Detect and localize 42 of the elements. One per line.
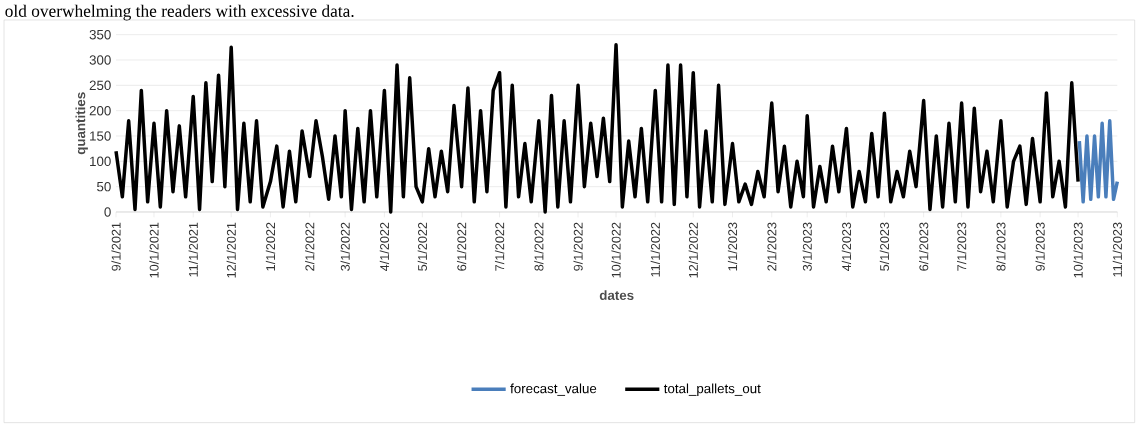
- y-axis-title: quantities: [75, 92, 88, 155]
- x-tick-label: 10/1/2023: [1073, 222, 1083, 278]
- x-tick-label: 5/1/2022: [417, 222, 428, 271]
- y-tick-label: 100: [90, 156, 111, 167]
- x-tick-label: 11/1/2022: [650, 222, 660, 277]
- x-tick-label: 5/1/2023: [879, 222, 890, 271]
- y-tick-label: 200: [89, 105, 111, 116]
- y-tick-label: 300: [89, 55, 111, 65]
- y-tick-label: 150: [90, 131, 111, 141]
- x-tick-label: 11/1/2021: [188, 222, 198, 277]
- x-tick-label: 10/1/2022: [611, 222, 621, 278]
- y-tick-label: 50: [97, 181, 111, 192]
- x-tick-label: 12/1/2022: [688, 222, 698, 278]
- x-tick-label: 7/1/2022: [494, 222, 505, 271]
- legend-label: total_pallets_out: [663, 383, 761, 396]
- legend-label: forecast_value: [510, 383, 597, 396]
- y-tick-label: 350: [89, 29, 111, 40]
- line-series: [1077, 119, 1120, 204]
- x-tick-label: 11/1/2023: [1112, 222, 1122, 277]
- x-tick-label: 10/1/2021: [149, 222, 159, 278]
- x-tick-label: 8/1/2023: [996, 222, 1006, 271]
- x-tick-label: 7/1/2023: [956, 222, 967, 271]
- y-tick-label: 0: [104, 207, 111, 217]
- x-tick-label: 9/1/2022: [573, 222, 583, 271]
- x-axis-title: dates: [599, 290, 634, 300]
- x-tick-label: 3/1/2023: [802, 222, 812, 271]
- x-tick-label: 1/1/2023: [727, 222, 738, 271]
- x-tick-label: 6/1/2022: [456, 222, 467, 271]
- x-tick-label: 4/1/2022: [379, 222, 390, 272]
- x-tick-label: 4/1/2023: [841, 222, 852, 272]
- x-tick-label: 9/1/2021: [111, 222, 121, 271]
- y-tick-label: 250: [89, 80, 111, 91]
- x-tick-label: 2/1/2023: [767, 222, 777, 271]
- x-tick-label: 12/1/2021: [226, 222, 236, 278]
- x-tick-label: 1/1/2022: [265, 222, 276, 271]
- text: old overwhelming the readers with excessive data.: [5, 4, 354, 21]
- x-tick-label: 9/1/2023: [1035, 222, 1045, 271]
- x-tick-label: 2/1/2022: [305, 222, 315, 271]
- x-tick-label: 8/1/2022: [534, 222, 544, 271]
- x-tick-label: 6/1/2023: [919, 222, 929, 271]
- x-tick-label: 3/1/2022: [340, 222, 350, 271]
- line-series: [114, 43, 1080, 214]
